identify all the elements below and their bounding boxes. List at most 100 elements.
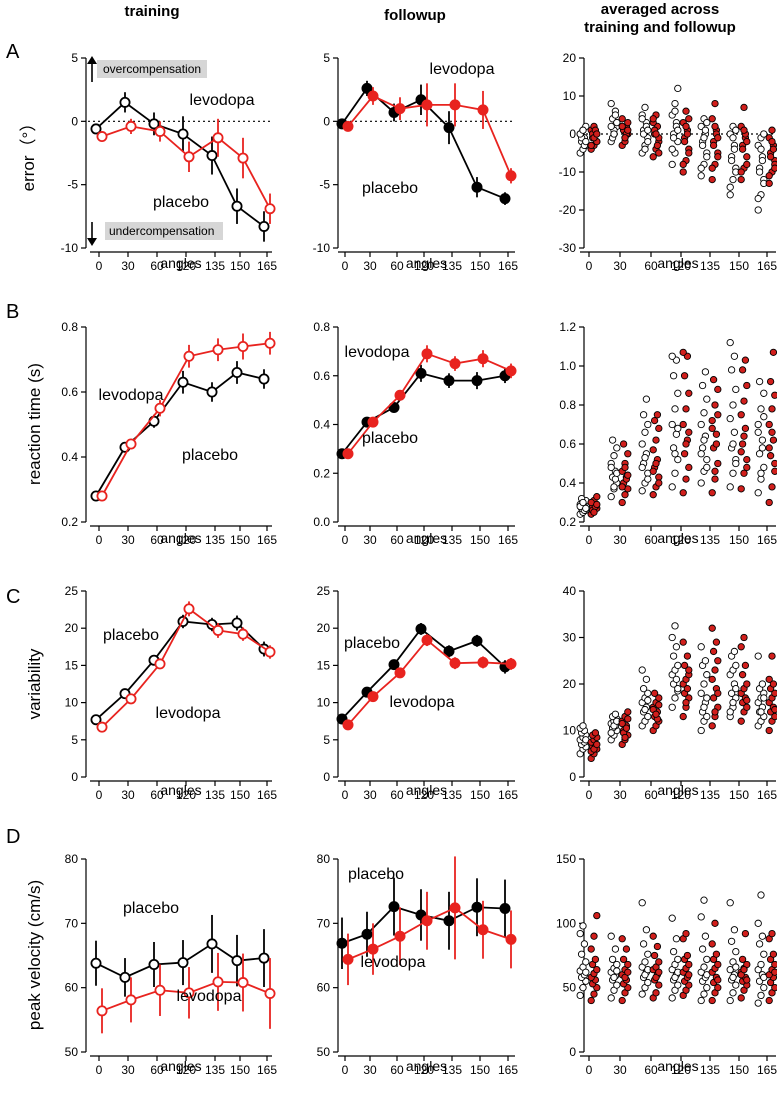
placebo-subject-point	[668, 994, 676, 1002]
placebo-subject-point	[760, 950, 768, 958]
panel-C-averaged: 0 10 20 30 40 0 30 60 120 135 150 165 angles	[563, 584, 777, 802]
placebo-subject-point	[669, 947, 678, 956]
levodopa-subject-point	[771, 712, 777, 721]
y-tick-label: -10	[313, 241, 331, 255]
levodopa-subject-point	[621, 463, 629, 472]
placebo-subject-point	[760, 694, 768, 702]
levodopa-subject-point	[655, 701, 663, 709]
y-tick-label: 70	[65, 916, 79, 930]
levodopa-point	[125, 120, 137, 132]
levodopa-subject-point	[737, 643, 745, 651]
y-tick-label: 0.0	[313, 515, 330, 529]
y-tick-label: 10	[65, 696, 79, 710]
placebo-subject-point	[703, 118, 711, 127]
x-tick-label: 60	[390, 1063, 404, 1077]
x-tick-label: 135	[442, 1063, 462, 1077]
placebo-subject-point	[668, 483, 676, 491]
levodopa-point	[125, 994, 137, 1006]
levodopa-point	[477, 924, 489, 936]
levodopa-subject-point	[649, 446, 657, 454]
x-axis-label: angles	[160, 530, 201, 546]
y-tick-label: 5	[71, 51, 78, 65]
levodopa-subject-point	[624, 126, 632, 134]
x-tick-label: 30	[363, 259, 377, 273]
placebo-subject-point	[697, 726, 705, 735]
levodopa-subject-point	[714, 960, 722, 969]
x-tick-label: 60	[390, 533, 404, 547]
levodopa-subject-point	[593, 966, 601, 974]
placebo-subject-point	[703, 671, 711, 679]
placebo-point	[119, 96, 131, 108]
panel-C-followup: 0 5 10 15 20 25 0 30 60 120 135 150 165 angles placebo…	[317, 584, 519, 802]
levodopa-point	[505, 365, 517, 377]
placebo-subject-point	[758, 156, 767, 165]
x-tick-label: 30	[613, 259, 627, 273]
x-tick-label: 0	[586, 533, 593, 547]
placebo-subject-point	[613, 444, 621, 452]
x-tick-label: 120	[414, 1063, 434, 1077]
x-tick-label: 0	[96, 1063, 103, 1077]
levodopa-subject-point	[652, 710, 660, 718]
placebo-point	[258, 952, 270, 964]
placebo-subject-point	[577, 950, 586, 958]
levodopa-subject-point	[683, 685, 692, 693]
x-tick-label: 60	[150, 1063, 164, 1077]
x-tick-label: 60	[150, 259, 164, 273]
x-tick-label: 165	[257, 259, 277, 273]
levodopa-point	[237, 152, 249, 164]
levodopa-subject-point	[714, 689, 722, 697]
levodopa-subject-point	[711, 122, 719, 131]
x-tick-label: 60	[644, 1063, 658, 1077]
x-tick-label: 0	[342, 533, 349, 547]
levodopa-subject-point	[743, 160, 751, 169]
levodopa-subject-point	[618, 996, 626, 1005]
levodopa-subject-point	[685, 666, 693, 674]
levodopa-point	[237, 628, 249, 640]
y-tick-label: 80	[317, 852, 331, 866]
placebo-subject-point	[642, 395, 651, 403]
y-tick-label: 1.0	[559, 359, 576, 373]
x-axis-label: angles	[160, 782, 201, 798]
x-tick-label: 150	[470, 259, 490, 273]
placebo-subject-point	[757, 991, 765, 1000]
x-tick-label: 150	[230, 1063, 250, 1077]
levodopa-subject-point	[652, 989, 660, 997]
placebo-point	[90, 714, 102, 726]
x-tick-label: 135	[700, 1063, 720, 1077]
levodopa-subject-point	[709, 647, 718, 656]
levodopa-subject-point	[740, 103, 748, 112]
placebo-subject-point	[726, 414, 734, 423]
y-tick-label: 0	[71, 114, 78, 128]
y-tick-label: 60	[65, 981, 79, 995]
placebo-subject-point	[726, 708, 734, 716]
levodopa-subject-point	[740, 397, 748, 405]
placebo-subject-point	[755, 168, 764, 176]
placebo-subject-point	[760, 984, 768, 992]
levodopa-point	[394, 389, 406, 401]
levodopa-subject-point	[714, 976, 722, 984]
x-axis-label: angles	[406, 1058, 447, 1074]
levodopa-subject-point	[618, 115, 626, 123]
levodopa-point	[96, 1005, 108, 1017]
y-tick-label: 60	[317, 981, 331, 995]
levodopa-line	[347, 638, 512, 726]
levodopa-subject-point	[765, 420, 773, 429]
placebo-subject-point	[698, 444, 707, 452]
placebo-subject-point	[674, 981, 682, 989]
levodopa-subject-point	[714, 459, 722, 468]
levodopa-subject-point	[621, 134, 629, 142]
levodopa-point	[264, 203, 276, 215]
y-tick-label: 0	[323, 114, 330, 128]
levodopa-subject-point	[768, 126, 776, 134]
levodopa-subject-point	[618, 719, 626, 728]
placebo-subject-point	[700, 703, 708, 711]
levodopa-point	[264, 337, 276, 349]
placebo-subject-point	[607, 99, 615, 108]
x-tick-label: 150	[729, 259, 749, 273]
levodopa-subject-point	[622, 945, 631, 953]
levodopa-subject-point	[655, 479, 663, 487]
x-tick-label: 135	[205, 259, 225, 273]
levodopa-subject-point	[769, 145, 777, 153]
levodopa-subject-point	[741, 661, 750, 670]
y-tick-label: 5	[323, 733, 330, 747]
